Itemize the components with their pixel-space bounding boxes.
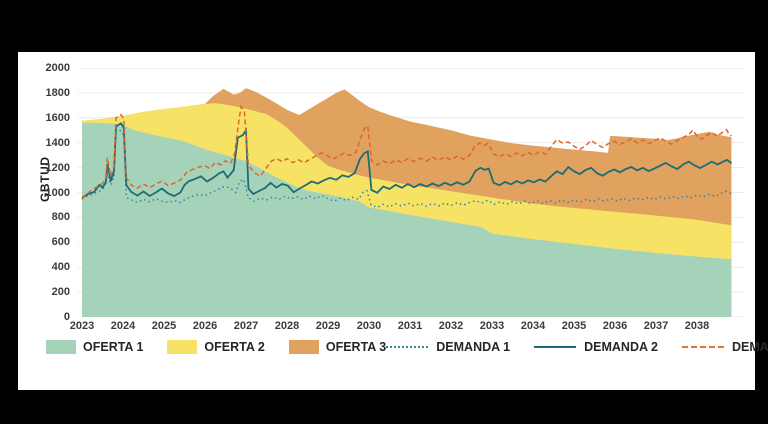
legend: OFERTA 1 OFERTA 2 OFERTA 3 DEMANDA 1 DEM…: [46, 340, 768, 354]
x-tick-label: 2036: [602, 320, 628, 332]
legend-label: OFERTA 1: [83, 340, 144, 354]
y-tick-label: 200: [51, 286, 70, 299]
chart-card: GBTUD 0 200 400 600 800 1000 1200 1400 1600 1800 2…: [18, 52, 768, 390]
legend-item-demanda-3: DEMANDA 3: [681, 340, 768, 354]
x-tick-label: 2028: [274, 320, 300, 332]
oferta-3-swatch-icon: [288, 340, 319, 354]
x-tick-label: 2025: [151, 320, 177, 332]
x-tick-label: 2034: [520, 320, 546, 332]
legend-group-demanda: DEMANDA 1 DEMANDA 2 DEMANDA 3: [386, 340, 768, 354]
legend-item-oferta-1: OFERTA 1: [46, 340, 143, 354]
legend-label: OFERTA 2: [204, 340, 265, 354]
legend-group-oferta: OFERTA 1 OFERTA 2 OFERTA 3: [46, 340, 386, 354]
x-tick-label: 2032: [438, 320, 464, 332]
legend-item-oferta-2: OFERTA 2: [167, 340, 265, 354]
y-tick-label: 1400: [45, 136, 70, 149]
line-demanda-2: [81, 122, 733, 199]
x-tick-label: 2024: [110, 320, 136, 332]
line-demanda-3: [81, 104, 732, 200]
x-tick-label: 2023: [69, 320, 95, 332]
legend-label: DEMANDA 1: [436, 340, 511, 354]
x-tick-label: 2027: [233, 320, 259, 332]
demanda-1-line-icon: [386, 346, 429, 348]
supply-demand-chart: [78, 67, 745, 318]
y-tick-label: 400: [51, 261, 70, 274]
x-tick-label: 2026: [192, 320, 218, 332]
x-tick-label: 2038: [684, 320, 710, 332]
x-tick-label: 2037: [643, 320, 669, 332]
x-tick-label: 2029: [315, 320, 341, 332]
legend-label: DEMANDA 2: [584, 340, 658, 354]
oferta-1-swatch-icon: [46, 340, 76, 354]
area-oferta-1: [82, 122, 732, 317]
y-tick-label: 1200: [45, 161, 70, 174]
x-tick-label: 2030: [356, 320, 382, 332]
y-tick-label: 1600: [45, 111, 70, 124]
y-tick-label: 800: [51, 211, 70, 224]
demanda-3-line-icon: [681, 346, 724, 348]
x-tick-label: 2031: [397, 320, 423, 332]
y-tick-label: 1000: [45, 186, 70, 199]
y-tick-label: 0: [63, 311, 70, 323]
legend-label: OFERTA 3: [325, 340, 387, 354]
demanda-2-line-icon: [534, 346, 577, 348]
legend-item-oferta-3: OFERTA 3: [288, 340, 387, 354]
oferta-2-swatch-icon: [167, 340, 198, 354]
legend-label: DEMANDA 3: [731, 340, 768, 354]
x-tick-label: 2035: [561, 320, 587, 332]
y-tick-label: 2000: [45, 62, 70, 74]
y-tick-label: 600: [51, 236, 70, 249]
x-tick-label: 2033: [479, 320, 505, 332]
y-tick-label: 1800: [45, 86, 70, 99]
plot-area: [78, 67, 745, 318]
legend-item-demanda-2: DEMANDA 2: [534, 340, 658, 354]
legend-item-demanda-1: DEMANDA 1: [386, 340, 510, 354]
